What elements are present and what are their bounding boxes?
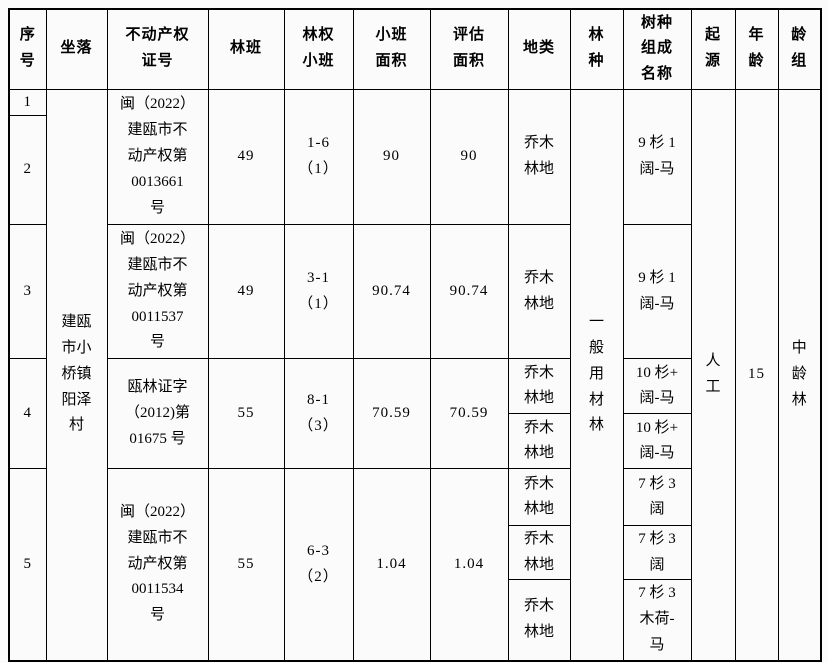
cell-seq-2: 2 <box>8 115 47 226</box>
cell-area-5: 1.04 <box>352 468 431 662</box>
header-origin: 起 源 <box>690 8 736 90</box>
cell-land-1-2: 乔木 林地 <box>507 88 571 226</box>
cell-cert-3: 闽（2022） 建瓯市不 动产权第 0011537 号 <box>106 224 209 360</box>
cell-seq-5: 5 <box>8 468 47 662</box>
cell-land-4b: 乔木 林地 <box>507 413 571 470</box>
cell-species-4b: 10 杉+ 阔-马 <box>622 413 692 470</box>
cell-eval-3: 90.74 <box>429 224 509 360</box>
cell-species-1-2: 9 杉 1 阔-马 <box>622 88 692 226</box>
cell-cert-1-2: 闽（2022） 建瓯市不 动产权第 0013661 号 <box>106 88 209 226</box>
cell-land-5b: 乔木 林地 <box>507 525 571 581</box>
cell-forest-class-1-2: 49 <box>207 88 285 226</box>
cell-forest-type: 一 般 用 材 林 <box>569 88 624 662</box>
cell-location: 建瓯 市小 桥镇 阳泽 村 <box>45 88 108 662</box>
cell-area-1-2: 90 <box>352 88 431 226</box>
cell-subclass-5: 6-3 （2） <box>283 468 354 662</box>
cell-area-4: 70.59 <box>352 358 431 470</box>
cell-area-3: 90.74 <box>352 224 431 360</box>
cell-seq-3: 3 <box>8 224 47 360</box>
cell-origin: 人 工 <box>690 88 736 662</box>
header-location: 坐落 <box>45 8 108 90</box>
cell-eval-4: 70.59 <box>429 358 509 470</box>
header-age-group: 龄 组 <box>777 8 822 90</box>
header-forest-type: 林 种 <box>569 8 624 90</box>
cell-species-5b: 7 杉 3 阔 <box>622 525 692 581</box>
table-row-5-sub-2: 乔木 林地 7 杉 3 阔 <box>9 525 821 581</box>
header-age: 年 龄 <box>734 8 779 90</box>
header-eval-area: 评估 面积 <box>429 8 509 90</box>
cell-eval-1-2: 90 <box>429 88 509 226</box>
header-seq: 序 号 <box>8 8 47 90</box>
cell-seq-4: 4 <box>8 358 47 470</box>
header-forest-class: 林班 <box>207 8 285 90</box>
forest-rights-table: 序 号 坐落 不动产权 证号 林班 林权 小班 小班 面积 评估 面积 地类 林… <box>8 8 822 662</box>
table-row-1: 1 建瓯 市小 桥镇 阳泽 村 闽（2022） 建瓯市不 动产权第 001366… <box>8 88 822 662</box>
cell-forest-class-3: 49 <box>207 224 285 360</box>
header-rights-subclass: 林权 小班 <box>283 8 354 90</box>
table-row-5-sub-1: 5 闽（2022） 建瓯市不 动产权第 0011534 号 55 6-3 （2）… <box>8 468 821 662</box>
cell-eval-5: 1.04 <box>429 468 509 662</box>
cell-land-4a: 乔木 林地 <box>507 358 571 415</box>
cell-age-group: 中 龄 林 <box>777 88 822 662</box>
cell-forest-class-4: 55 <box>207 358 285 470</box>
header-subclass-area: 小班 面积 <box>352 8 431 90</box>
cell-seq-1: 1 <box>8 88 47 117</box>
cell-species-3: 9 杉 1 阔-马 <box>622 224 692 360</box>
cell-subclass-3: 3-1 （1） <box>283 224 354 360</box>
table-row-2: 2 <box>8 115 821 226</box>
cell-species-5c: 7 杉 3 木荷- 马 <box>622 579 692 662</box>
header-species: 树种 组成 名称 <box>622 8 692 90</box>
header-cert: 不动产权 证号 <box>106 8 209 90</box>
table-row-4-sub-1: 4 瓯林证字 （2012)第 01675 号 55 8-1 （3） 70.59 … <box>8 358 821 470</box>
table-header-row: 序 号 坐落 不动产权 证号 林班 林权 小班 小班 面积 评估 面积 地类 林… <box>8 8 822 90</box>
table-row-4-sub-2: 乔木 林地 10 杉+ 阔-马 <box>9 413 821 470</box>
table-row-5-sub-3: 乔木 林地 7 杉 3 木荷- 马 <box>9 579 821 662</box>
cell-land-5a: 乔木 林地 <box>507 468 571 527</box>
cell-subclass-1-2: 1-6 （1） <box>283 88 354 226</box>
cell-cert-4: 瓯林证字 （2012)第 01675 号 <box>106 358 209 470</box>
cell-forest-class-5: 55 <box>207 468 285 662</box>
cell-age: 15 <box>734 88 779 662</box>
cell-species-5a: 7 杉 3 阔 <box>622 468 692 527</box>
cell-land-5c: 乔木 林地 <box>507 579 571 662</box>
cell-subclass-4: 8-1 （3） <box>283 358 354 470</box>
cell-species-4a: 10 杉+ 阔-马 <box>622 358 692 415</box>
cell-land-3: 乔木 林地 <box>507 224 571 360</box>
cell-cert-5: 闽（2022） 建瓯市不 动产权第 0011534 号 <box>106 468 209 662</box>
header-land-type: 地类 <box>507 8 571 90</box>
